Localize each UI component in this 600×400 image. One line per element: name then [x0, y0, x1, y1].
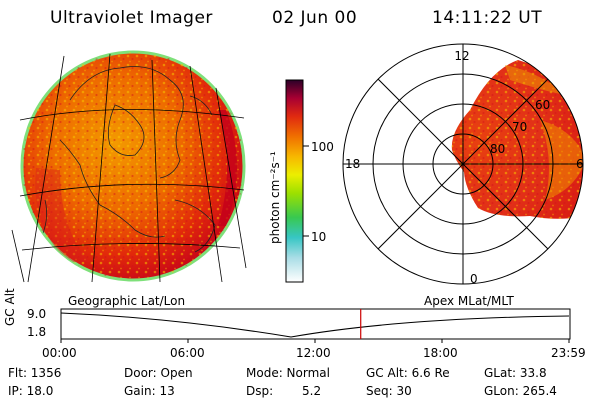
mlt-label-6: 6	[576, 157, 584, 171]
time-tick-0600: 06:00	[170, 346, 205, 360]
time-tick-1200: 12:00	[296, 346, 331, 360]
gain-value: Gain: 13	[124, 384, 175, 398]
geographic-title: Geographic Lat/Lon	[68, 294, 186, 308]
mlat-label-60: 60	[535, 98, 550, 112]
geo-longitude: GLon: 265.4	[484, 384, 557, 398]
flight-number: Flt: 1356	[8, 366, 62, 380]
altitude-ylabel: GC Alt	[3, 288, 17, 326]
orbit-altitude-curve	[60, 312, 570, 338]
app-title: Ultraviolet Imager	[50, 8, 213, 28]
sequence-number: Seq: 30	[366, 384, 412, 398]
altitude-tick-1-8: 1.8	[27, 325, 47, 339]
dsp-label: Dsp:	[246, 384, 274, 398]
mlat-label-80: 80	[490, 142, 505, 156]
mode-value: Mode: Normal	[246, 366, 330, 380]
colorbar-tick-100: 100	[311, 140, 334, 154]
time-tick-1800: 18:00	[423, 346, 458, 360]
altitude-tick-9: 9.0	[27, 307, 47, 321]
colorbar-unit-label: photon cm⁻²s⁻¹	[268, 151, 282, 244]
door-status: Door: Open	[124, 366, 193, 380]
date-label: 02 Jun 00	[272, 8, 358, 28]
polar-plot: 12 18 6 0 60 70 80	[342, 43, 584, 286]
colorbar-tick-10: 10	[311, 230, 326, 244]
time-label: 14:11:22 UT	[432, 8, 543, 28]
apex-title: Apex MLat/MLT	[424, 294, 514, 308]
mlt-label-18: 18	[345, 157, 360, 171]
colorbar	[285, 79, 304, 283]
geographic-image	[11, 50, 247, 283]
mlt-label-12: 12	[454, 49, 469, 63]
mlt-label-0: 0	[470, 272, 478, 286]
time-tick-0000: 00:00	[42, 346, 77, 360]
mlat-label-70: 70	[512, 120, 527, 134]
geo-latitude: GLat: 33.8	[484, 366, 547, 380]
altitude-plot	[60, 308, 571, 343]
time-tick-2359: 23:59	[551, 346, 586, 360]
gc-altitude: GC Alt: 6.6 Re	[366, 366, 450, 380]
ip-value: IP: 18.0	[8, 384, 54, 398]
geo-grid	[11, 53, 247, 283]
coastlines	[39, 66, 216, 253]
dsp-value: 5.2	[302, 384, 322, 398]
